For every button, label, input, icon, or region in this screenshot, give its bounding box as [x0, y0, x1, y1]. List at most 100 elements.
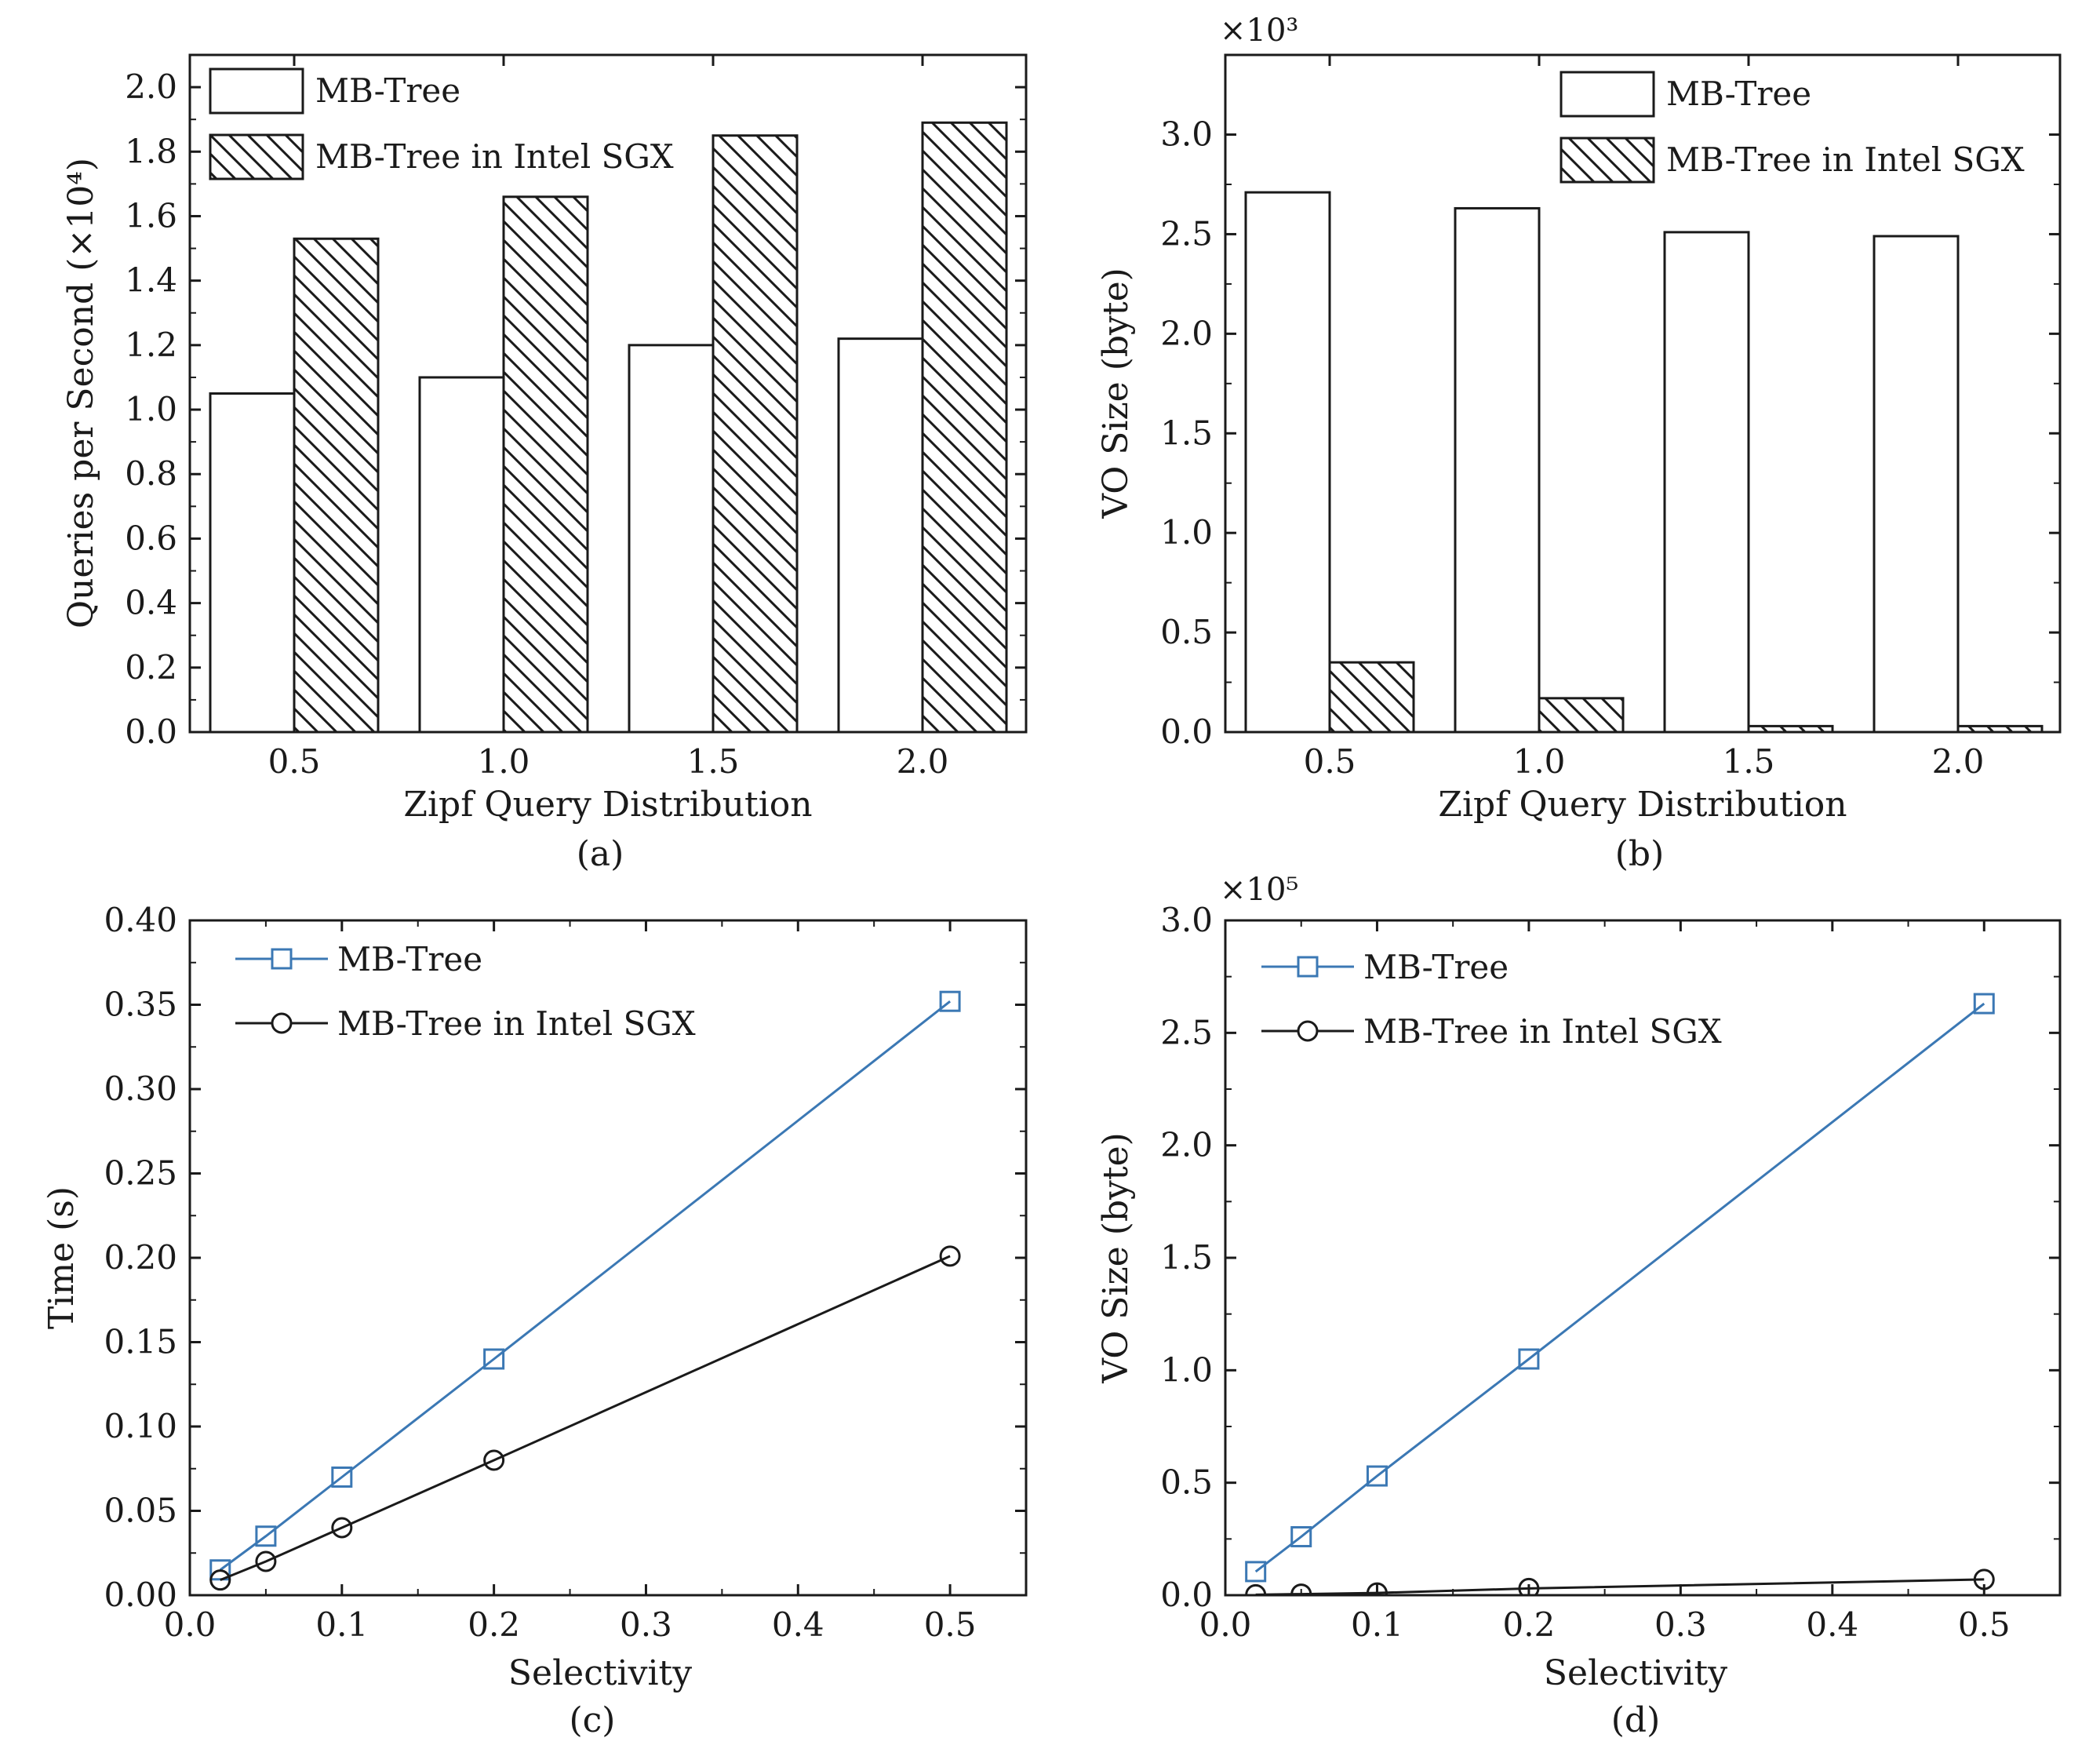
x-tick-label: 0.2 [1503, 1605, 1556, 1644]
y-tick-label: 0.15 [104, 1323, 177, 1361]
x-tick-label: 1.5 [1723, 742, 1775, 781]
y-axis: 0.0 0.5 1.0 1.5 2.0 2.5 3.0 [1160, 901, 2060, 1614]
panel-caption: (a) [577, 834, 624, 874]
x-axis-label: Selectivity [1544, 1653, 1727, 1693]
x-tick-label: 0.3 [1654, 1605, 1707, 1644]
y-tick-label: 1.0 [1160, 513, 1213, 552]
data-point-sgx [1366, 1582, 1388, 1595]
y-tick-label: 0.35 [104, 986, 177, 1024]
axis-multiplier: ×10⁵ [1220, 872, 1298, 908]
y-tick-label: 3.0 [1160, 115, 1213, 154]
y-axis-label: VO Size (byte) [1096, 1132, 1136, 1384]
bar-sgx [1956, 724, 2044, 734]
chart-panel-b: 0.0 0.5 1.0 1.5 2.0 2.5 3.0 0.5 1.0 1.5 2.0 MB-Tr… [1096, 13, 2062, 874]
data-point-sgx [1290, 1583, 1312, 1595]
data-point-mbtree [331, 1467, 353, 1488]
series-line-mbtree [219, 1000, 952, 1571]
y-tick-label: 0.4 [125, 584, 177, 622]
data-point-sgx [255, 1550, 277, 1572]
chart-panel-a: 0.0 0.2 0.4 0.6 0.8 1.0 1.2 1.4 1.6 1.8 2.0 0.5 1.0… [61, 53, 1028, 874]
y-tick-label: 0.0 [125, 712, 177, 751]
x-axis-label: Zipf Query Distribution [1438, 785, 1847, 825]
x-tick-label: 2.0 [1932, 742, 1985, 781]
bar-sgx [1747, 724, 1834, 734]
y-tick-label: 0.8 [125, 454, 177, 493]
legend-swatch [209, 67, 304, 115]
series-line-sgx [1255, 1578, 1985, 1595]
x-tick-label: 1.0 [1513, 742, 1566, 781]
y-tick-label: 0.5 [1160, 1463, 1213, 1502]
x-axis-label: Zipf Query Distribution [403, 785, 812, 825]
legend-marker [271, 1012, 293, 1034]
legend-label: MB-Tree in Intel SGX [337, 1004, 696, 1043]
y-tick-label: 0.0 [1160, 1576, 1213, 1614]
x-tick-label: 1.0 [478, 742, 530, 781]
y-tick-label: 2.5 [1160, 1013, 1213, 1051]
axis-multiplier: ×10³ [1220, 13, 1298, 49]
y-tick-label: 1.5 [1160, 414, 1213, 452]
y-axis: 0.0 0.2 0.4 0.6 0.8 1.0 1.2 1.4 1.6 1.8 2.0 [125, 67, 1026, 751]
bar-sgx [502, 195, 589, 734]
x-tick-label: 0.3 [620, 1605, 672, 1644]
x-tick-label: 0.0 [1199, 1605, 1252, 1644]
legend-swatch [1560, 137, 1655, 184]
y-tick-label: 1.8 [125, 132, 177, 170]
y-tick-label: 2.5 [1160, 214, 1213, 253]
y-tick-label: 0.40 [104, 901, 177, 939]
legend: MB-Tree MB-Tree in Intel SGX [1560, 71, 2025, 184]
series-group [209, 990, 961, 1591]
legend: MB-Tree MB-Tree in Intel SGX [1261, 948, 1722, 1051]
y-tick-label: 0.00 [104, 1576, 177, 1614]
bar-mbtree [1663, 231, 1750, 734]
legend: MB-Tree MB-Tree in Intel SGX [209, 67, 674, 180]
bar-mbtree [1244, 191, 1331, 734]
x-tick-label: 0.1 [315, 1605, 368, 1644]
legend-marker [271, 948, 293, 970]
chart-panel-d: 0.0 0.5 1.0 1.5 2.0 2.5 3.0 0.0 0.1 0.2 0.3 0.4 0.5… [1096, 872, 2062, 1738]
y-tick-label: 0.0 [1160, 712, 1213, 751]
bar-group [1244, 191, 2044, 734]
y-tick-label: 0.2 [125, 648, 177, 687]
plot-frame [1224, 53, 2062, 734]
series-line-sgx [220, 1255, 951, 1582]
legend: MB-Tree MB-Tree in Intel SGX [235, 940, 696, 1043]
data-point-sgx [1518, 1577, 1540, 1595]
x-tick-label: 2.0 [897, 742, 949, 781]
y-tick-label: 0.25 [104, 1154, 177, 1193]
legend-marker [1297, 956, 1319, 978]
y-tick-label: 0.6 [125, 519, 177, 557]
y-axis-label: Time (s) [42, 1186, 82, 1329]
y-tick-label: 1.4 [125, 261, 177, 300]
x-tick-label: 1.5 [687, 742, 740, 781]
legend-label: MB-Tree in Intel SGX [1363, 1012, 1722, 1051]
y-tick-label: 2.0 [1160, 314, 1213, 352]
panel-caption: (c) [570, 1700, 616, 1738]
legend-label: MB-Tree [315, 71, 460, 110]
legend-label: MB-Tree in Intel SGX [315, 137, 674, 176]
x-tick-label: 0.5 [268, 742, 321, 781]
data-point-sgx [939, 1245, 961, 1267]
data-point-mbtree [255, 1525, 277, 1547]
legend-label: MB-Tree [337, 940, 482, 978]
bar-sgx [921, 121, 1008, 734]
y-tick-label: 1.0 [125, 390, 177, 428]
panel-caption: (b) [1615, 834, 1665, 874]
data-point-sgx [1973, 1569, 1995, 1590]
bar-sgx [293, 237, 380, 734]
y-tick-label: 0.30 [104, 1069, 177, 1108]
y-tick-label: 1.5 [1160, 1238, 1213, 1277]
legend-label: MB-Tree [1666, 75, 1811, 113]
chart-panel-c: 0.00 0.05 0.10 0.15 0.20 0.25 0.30 0.35 0.40 0.0… [42, 901, 1028, 1738]
y-tick-label: 1.0 [1160, 1350, 1213, 1389]
y-tick-label: 1.2 [125, 326, 177, 364]
bar-sgx [1538, 697, 1625, 734]
y-tick-label: 0.05 [104, 1492, 177, 1530]
data-point-sgx [209, 1569, 231, 1591]
x-axis: 0.0 0.1 0.2 0.3 0.4 0.5 [164, 920, 976, 1644]
bar-mbtree [628, 344, 715, 734]
x-axis: 0.5 1.0 1.5 2.0 [268, 55, 949, 781]
data-point-mbtree [1245, 1561, 1267, 1583]
data-point-sgx [483, 1449, 505, 1471]
y-tick-label: 0.5 [1160, 613, 1213, 651]
